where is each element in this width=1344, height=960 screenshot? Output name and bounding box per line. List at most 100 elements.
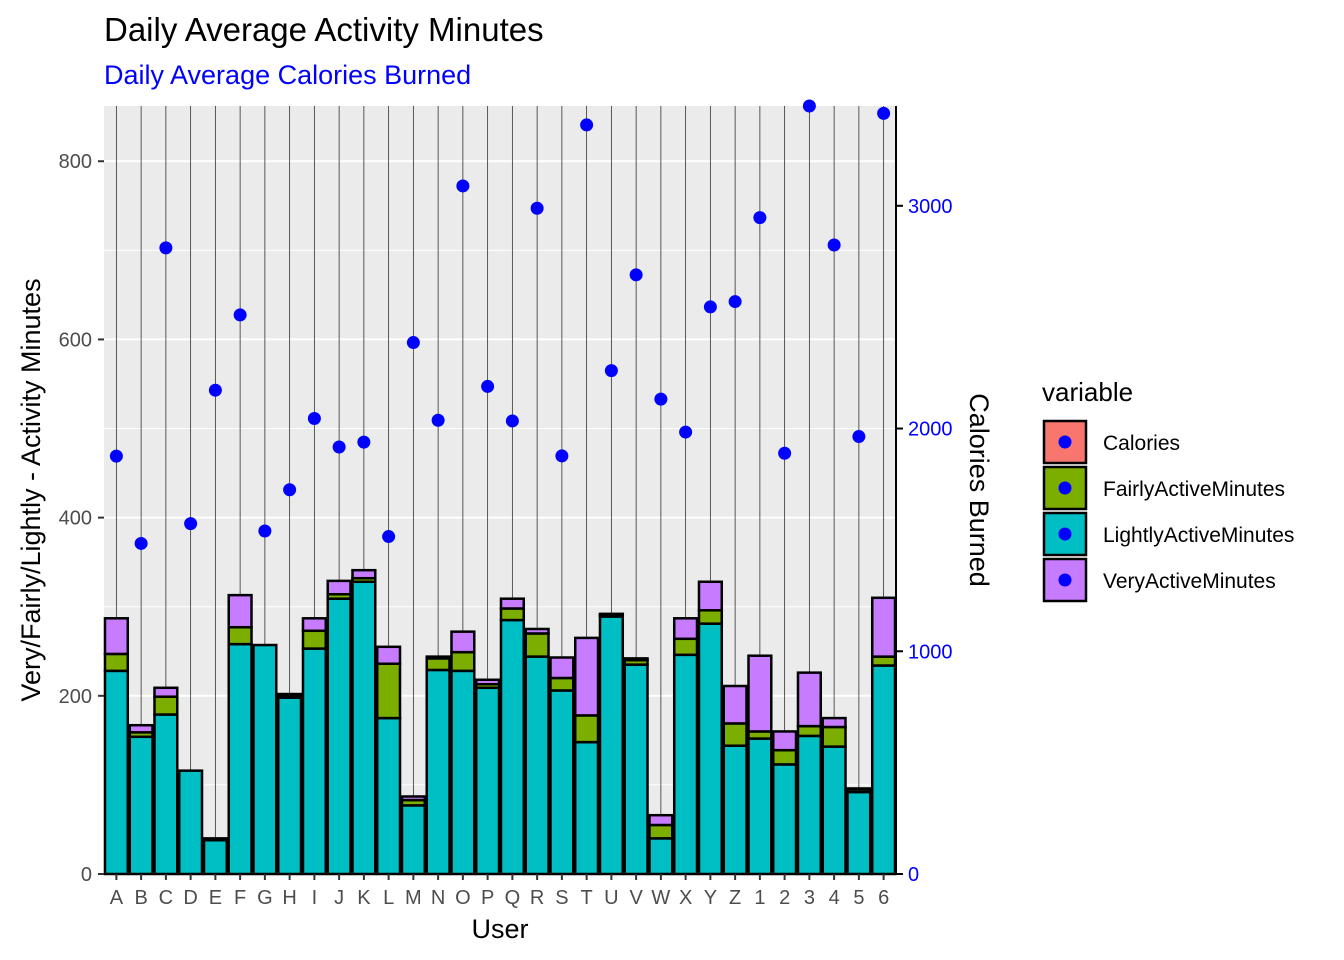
x-tick-label: A <box>110 887 124 909</box>
bar-segment <box>870 655 897 667</box>
x-tick-label: M <box>405 887 422 909</box>
legend-marker <box>1058 527 1072 541</box>
calorie-point <box>679 425 693 439</box>
bar-segment <box>722 722 748 747</box>
x-tick-label: O <box>455 887 471 909</box>
calorie-point <box>431 413 445 427</box>
bar-segment <box>549 689 575 876</box>
x-tick-label: 6 <box>878 887 889 909</box>
bar-segment <box>103 652 130 673</box>
bar-segment <box>573 636 600 717</box>
calorie-point <box>184 517 198 531</box>
bar-segment <box>747 737 773 876</box>
bar-segment <box>598 612 625 616</box>
bar-segment <box>326 579 352 596</box>
calorie-point <box>580 118 594 132</box>
calorie-point <box>629 268 643 282</box>
bar-segment <box>796 671 823 728</box>
bar-segment <box>375 662 402 720</box>
bar-segment <box>128 723 154 734</box>
bar-segment <box>771 730 798 752</box>
calorie-point <box>654 392 668 406</box>
calorie-point <box>802 99 816 113</box>
x-tick-label: D <box>183 887 197 909</box>
bar-segment <box>425 668 451 876</box>
legend-marker <box>1058 435 1072 449</box>
bar-segment <box>425 657 451 672</box>
x-tick-label: X <box>679 887 692 909</box>
bar-segment <box>499 597 526 610</box>
bar-segment <box>400 795 427 802</box>
legend-label: FairlyActiveMinutes <box>1103 478 1285 501</box>
calorie-points <box>109 99 891 550</box>
x-tick-label: W <box>651 887 670 909</box>
calorie-point <box>307 412 321 426</box>
calorie-point <box>134 536 148 550</box>
bar-segment <box>128 735 154 876</box>
calorie-point <box>283 483 297 497</box>
bar-segment <box>648 823 674 840</box>
legend-label: Calories <box>1103 432 1180 455</box>
calorie-point <box>505 414 519 428</box>
y-tick-label: 200 <box>59 686 92 708</box>
bar-segment <box>846 787 872 791</box>
calorie-point <box>456 179 470 193</box>
calorie-point <box>382 530 396 544</box>
y2-tick-label: 1000 <box>908 641 953 663</box>
bar-segment <box>722 744 748 876</box>
y-tick-label: 400 <box>59 508 92 530</box>
bar-segment <box>573 714 600 744</box>
y-axis-title: Very/Fairly/Lightly - Activity Minutes <box>16 278 46 701</box>
bar-segment <box>351 580 377 876</box>
bar-segment <box>623 657 649 662</box>
bar-segment <box>796 724 823 738</box>
bar-segment <box>549 676 575 692</box>
bar-segment <box>450 650 476 673</box>
x-tick-label: 2 <box>779 887 790 909</box>
x-tick-label: G <box>257 887 273 909</box>
bar-segment <box>301 617 328 633</box>
x-tick-label: 3 <box>804 887 815 909</box>
bar-segment <box>648 837 674 876</box>
x-tick-label: T <box>581 887 593 909</box>
legend-key <box>1042 557 1088 603</box>
legend-label: LightlyActiveMinutes <box>1103 524 1294 547</box>
calorie-point <box>481 379 495 393</box>
bar-segment <box>524 655 550 876</box>
legend: variable Calories FairlyActiveMinutes Ligh… <box>1042 377 1294 603</box>
bar-segment <box>177 769 204 876</box>
bar-segment <box>524 627 550 635</box>
bar-segment <box>227 625 253 646</box>
calorie-point <box>406 336 420 350</box>
bar-segment <box>375 645 402 665</box>
bar-segment <box>821 716 847 729</box>
bar-segment <box>747 654 773 733</box>
bar-segment <box>450 669 476 876</box>
bar-segment <box>400 804 427 876</box>
calorie-point <box>258 524 272 538</box>
bar-segment <box>450 630 476 654</box>
x-tick-label: I <box>312 887 318 909</box>
x-tick-label: Y <box>704 887 717 909</box>
stacked-bars <box>103 568 897 876</box>
calorie-point <box>604 364 618 378</box>
x-tick-label: J <box>334 887 344 909</box>
legend-label: VeryActiveMinutes <box>1103 570 1276 593</box>
legend-marker <box>1058 573 1072 587</box>
bar-segment <box>474 678 501 686</box>
x-tick-label: 1 <box>754 887 765 909</box>
x-tick-label: Z <box>729 887 741 909</box>
x-tick-label: E <box>209 887 222 909</box>
x-tick-label: F <box>234 887 246 909</box>
bar-segment <box>796 734 823 876</box>
calorie-point <box>109 449 123 463</box>
x-tick-label: Q <box>505 887 521 909</box>
x-tick-label: 5 <box>853 887 864 909</box>
bar-segment <box>252 643 278 876</box>
bar-segment <box>326 597 352 876</box>
bar-segment <box>227 593 253 629</box>
bar-segment <box>870 596 897 658</box>
bar-segment <box>103 669 130 876</box>
